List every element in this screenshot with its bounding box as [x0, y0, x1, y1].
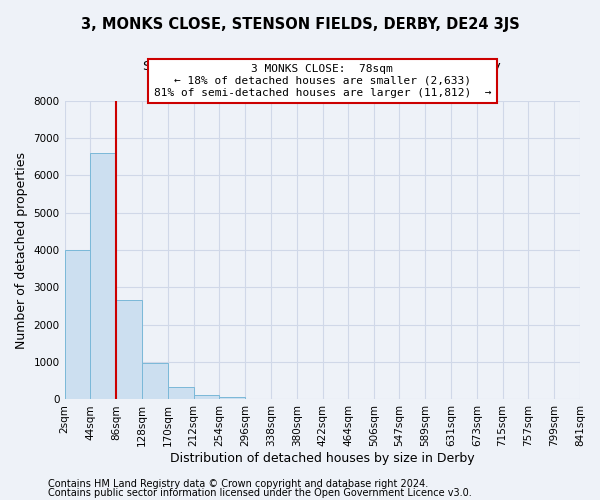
Bar: [65, 250, 91, 400]
Text: 3 MONKS CLOSE:  78sqm
← 18% of detached houses are smaller (2,633)
81% of semi-d: 3 MONKS CLOSE: 78sqm ← 18% of detached h…: [154, 64, 491, 98]
Bar: [116, 300, 142, 400]
X-axis label: Distribution of detached houses by size in Derby: Distribution of detached houses by size …: [170, 452, 475, 465]
Title: Size of property relative to detached houses in Derby: Size of property relative to detached ho…: [143, 60, 501, 73]
Text: Contains public sector information licensed under the Open Government Licence v3: Contains public sector information licen…: [48, 488, 472, 498]
Bar: [168, 387, 194, 400]
Y-axis label: Number of detached properties: Number of detached properties: [15, 152, 28, 348]
Bar: [220, 397, 245, 400]
Bar: [194, 395, 220, 400]
Text: 3, MONKS CLOSE, STENSON FIELDS, DERBY, DE24 3JS: 3, MONKS CLOSE, STENSON FIELDS, DERBY, D…: [80, 18, 520, 32]
Text: Contains HM Land Registry data © Crown copyright and database right 2024.: Contains HM Land Registry data © Crown c…: [48, 479, 428, 489]
Bar: [142, 363, 168, 400]
Bar: [91, 153, 116, 400]
